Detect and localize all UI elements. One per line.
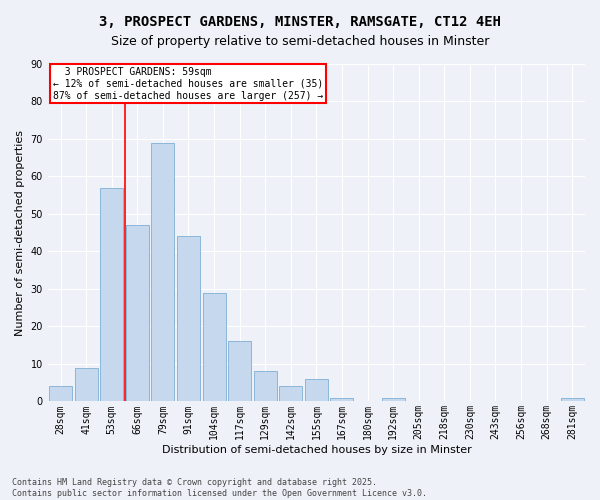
Bar [126,225,149,402]
Text: Size of property relative to semi-detached houses in Minster: Size of property relative to semi-detach… [111,35,489,48]
Text: Contains HM Land Registry data © Crown copyright and database right 2025.
Contai: Contains HM Land Registry data © Crown c… [12,478,427,498]
Bar [382,398,404,402]
Bar [254,372,277,402]
Bar [228,342,251,402]
Bar [280,386,302,402]
Bar [203,292,226,402]
Bar [177,236,200,402]
Bar [49,386,72,402]
X-axis label: Distribution of semi-detached houses by size in Minster: Distribution of semi-detached houses by … [161,445,471,455]
Bar [74,368,98,402]
Bar [560,398,584,402]
Text: 3, PROSPECT GARDENS, MINSTER, RAMSGATE, CT12 4EH: 3, PROSPECT GARDENS, MINSTER, RAMSGATE, … [99,15,501,29]
Bar [151,142,175,402]
Bar [331,398,353,402]
Y-axis label: Number of semi-detached properties: Number of semi-detached properties [15,130,25,336]
Bar [100,188,123,402]
Bar [305,379,328,402]
Text: 3 PROSPECT GARDENS: 59sqm
← 12% of semi-detached houses are smaller (35)
87% of : 3 PROSPECT GARDENS: 59sqm ← 12% of semi-… [53,68,323,100]
